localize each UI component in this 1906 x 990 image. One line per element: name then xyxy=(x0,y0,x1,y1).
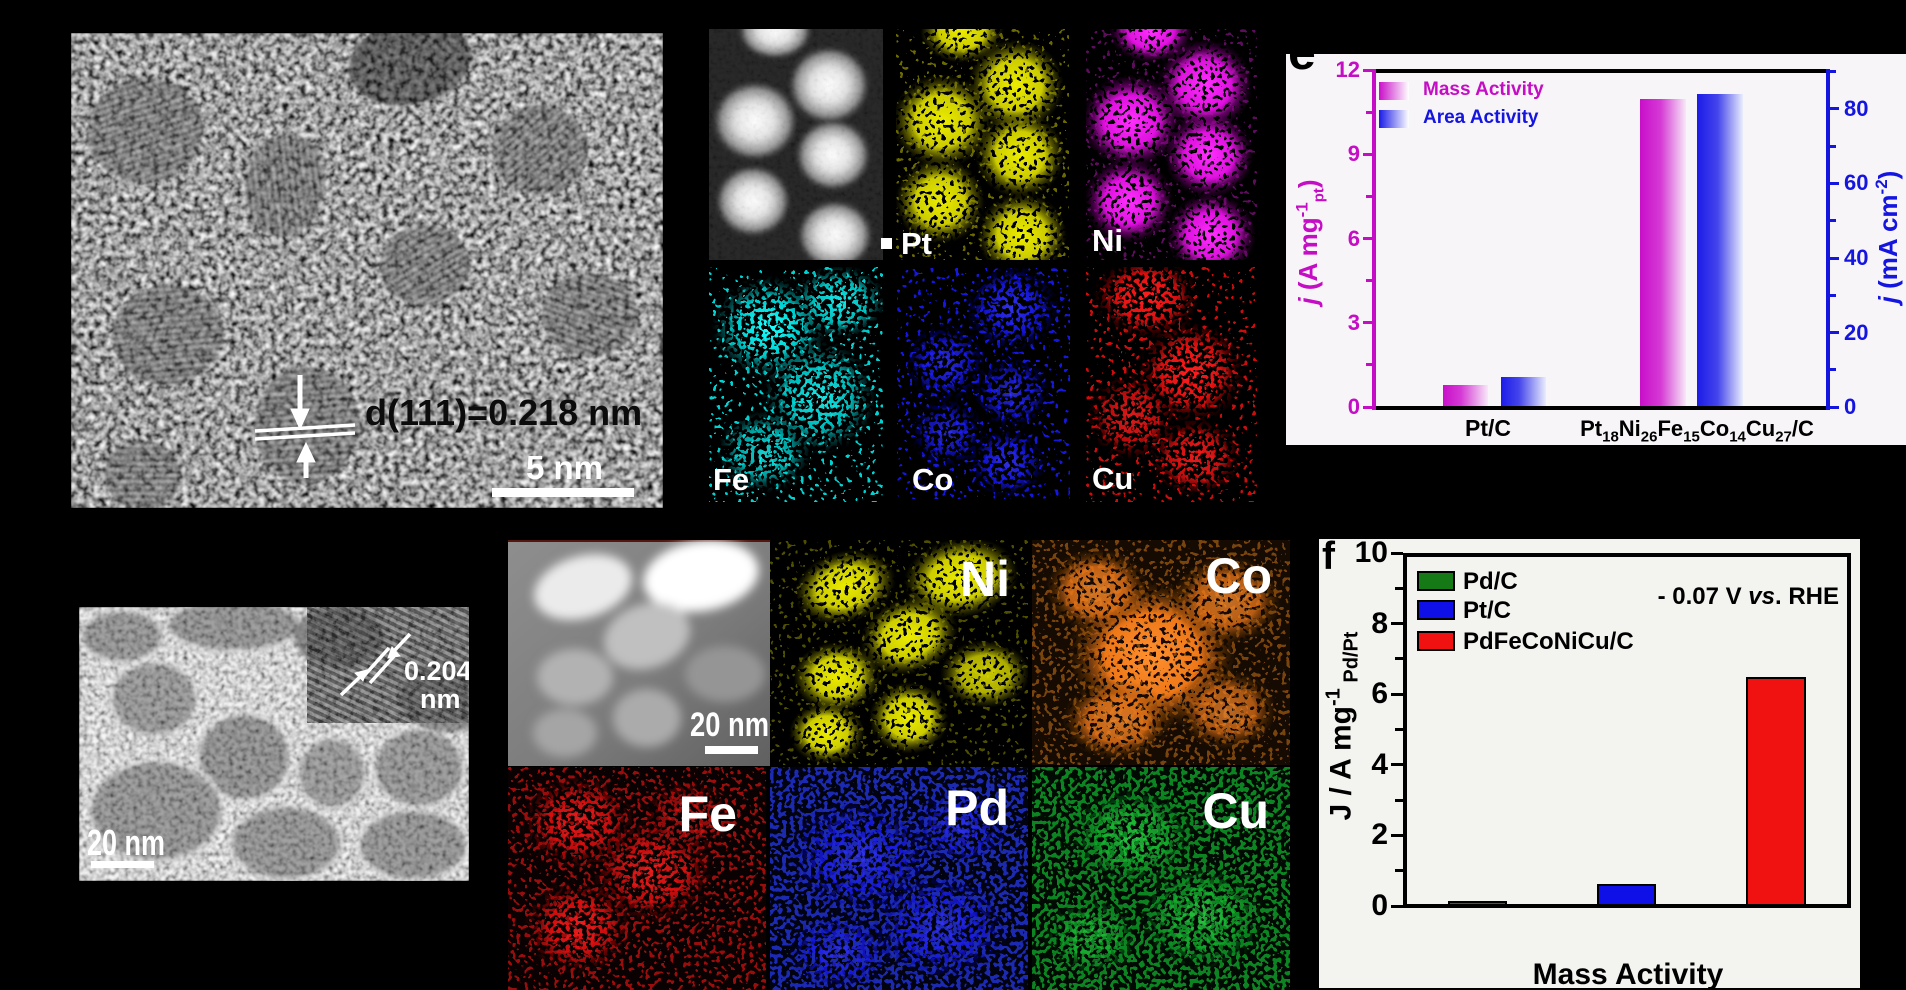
svg-text:Fe: Fe xyxy=(679,786,737,842)
svg-text:Cu: Cu xyxy=(1202,783,1269,839)
svg-text:Co: Co xyxy=(1205,548,1272,604)
svg-text:Co: Co xyxy=(912,462,953,497)
svg-text:20 nm: 20 nm xyxy=(690,706,769,744)
svg-text:Ni: Ni xyxy=(1092,223,1123,258)
svg-text:d(111)=0.218 nm: d(111)=0.218 nm xyxy=(365,392,642,433)
svg-text:0.204: 0.204 xyxy=(404,656,469,686)
svg-text:20 nm: 20 nm xyxy=(87,822,165,863)
svg-text:Ni: Ni xyxy=(960,551,1010,607)
svg-text:nm: nm xyxy=(420,684,461,714)
svg-text:Pt: Pt xyxy=(901,226,932,260)
svg-text:Fe: Fe xyxy=(713,462,749,497)
svg-text:5 nm: 5 nm xyxy=(526,449,603,486)
svg-text:Cu: Cu xyxy=(1092,461,1133,496)
svg-text:Pd: Pd xyxy=(945,780,1009,836)
